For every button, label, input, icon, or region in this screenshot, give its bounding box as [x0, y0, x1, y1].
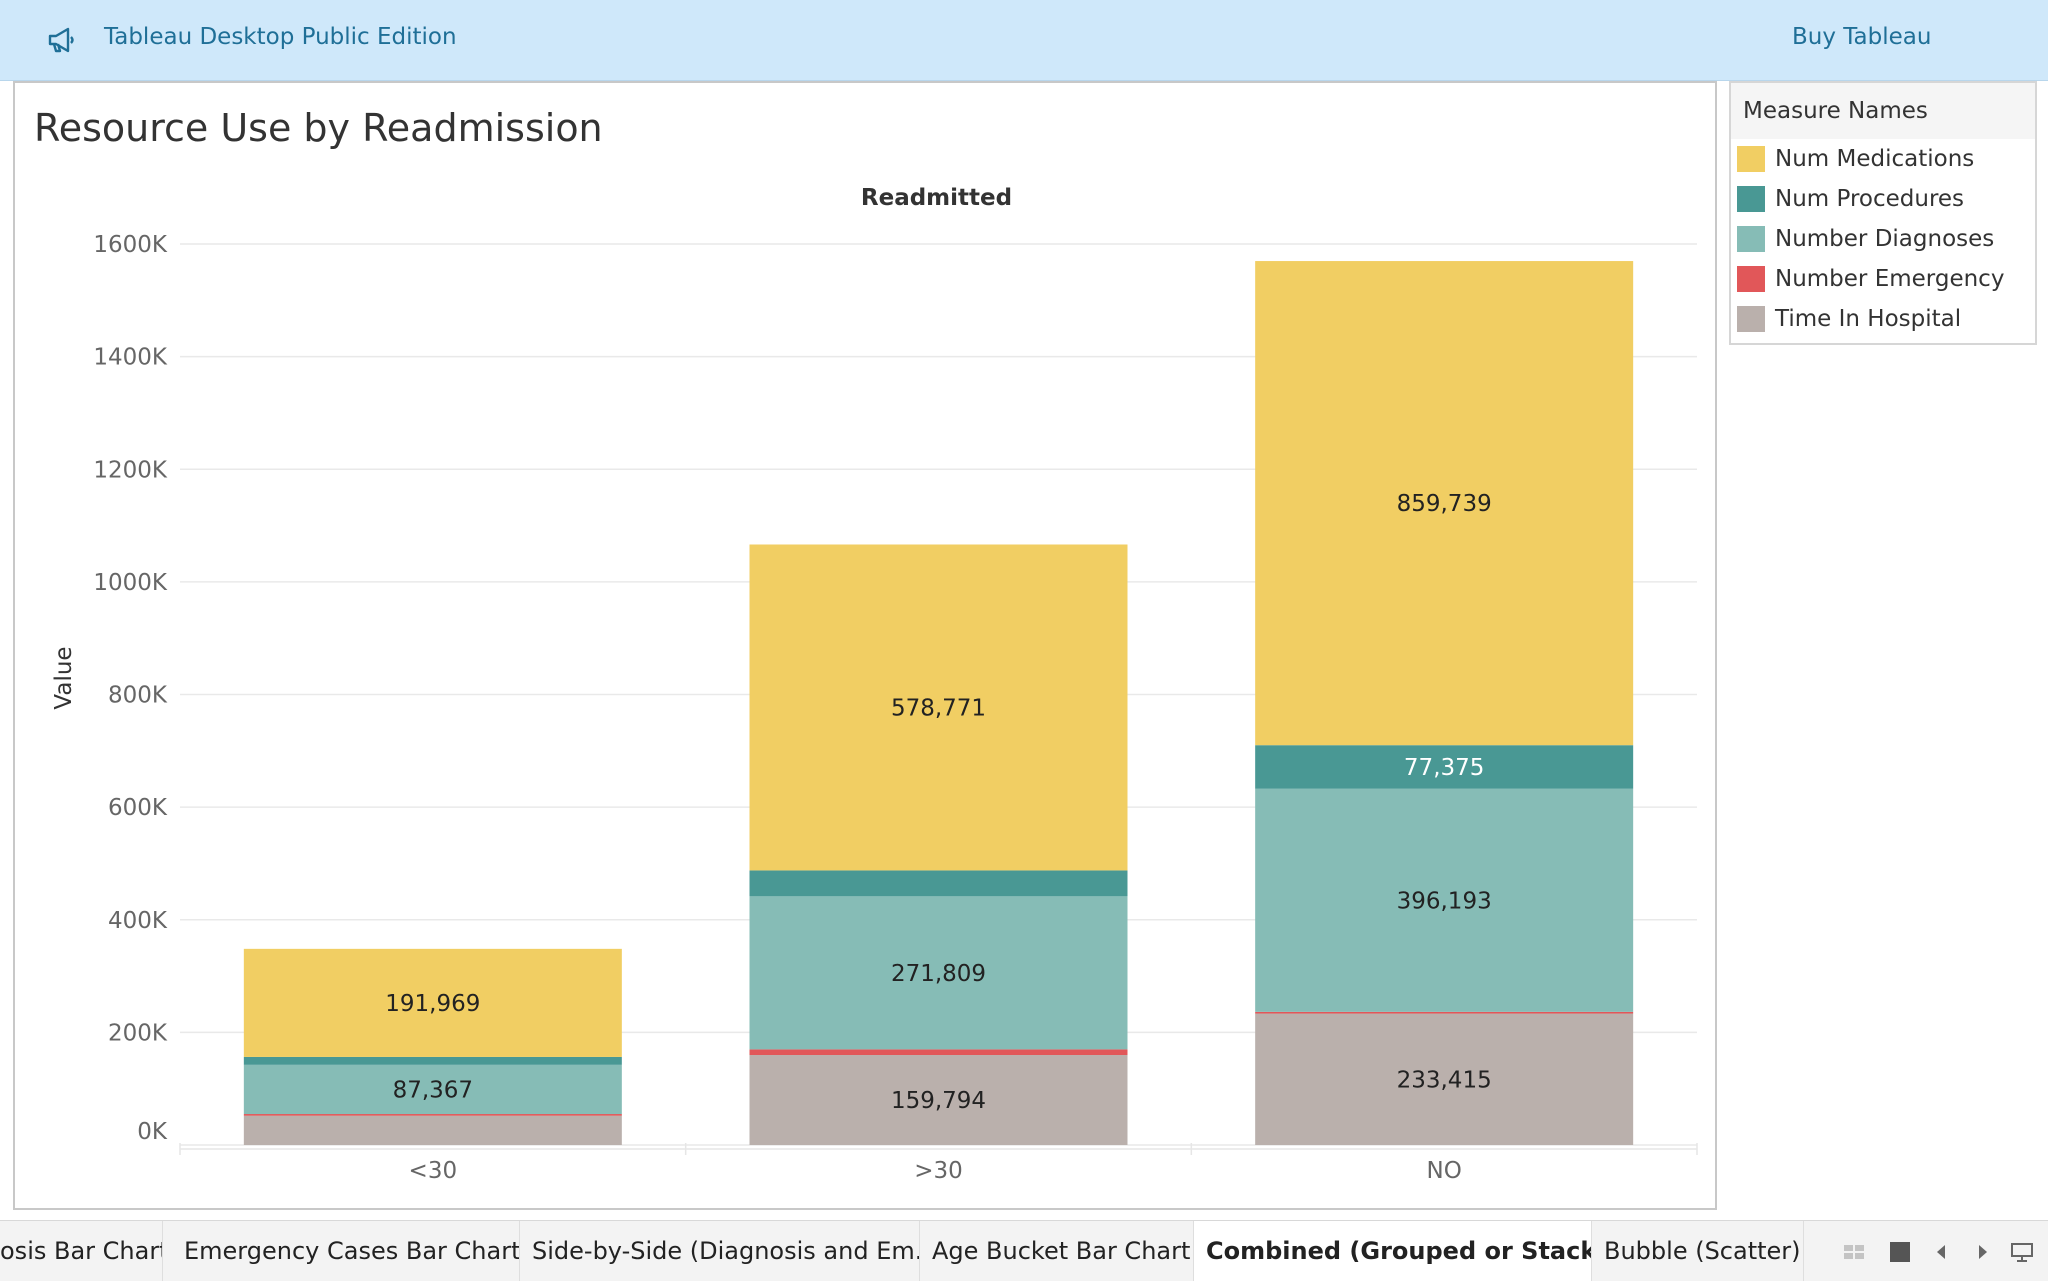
legend-label: Num Procedures — [1775, 186, 1965, 212]
tab-bubble-scatter[interactable]: Bubble (Scatter) C — [1592, 1221, 1804, 1281]
y-tick-label: 1000K — [93, 570, 168, 596]
data-label: 159,794 — [891, 1088, 986, 1114]
legend-swatch — [1737, 226, 1765, 252]
legend: Measure Names Num Medications Num Proced… — [1729, 81, 2037, 345]
y-tick-label: 400K — [108, 908, 168, 934]
bar-segment — [749, 896, 1128, 1050]
legend-label: Number Emergency — [1775, 266, 2005, 292]
legend-label: Time In Hospital — [1775, 306, 1962, 332]
bar-segment — [1255, 788, 1634, 1012]
legend-swatch — [1737, 146, 1765, 172]
legend-item-number-emergency[interactable]: Number Emergency — [1731, 259, 2035, 299]
data-label: 271,809 — [891, 961, 986, 987]
y-tick-label: 1200K — [93, 457, 168, 483]
data-label: 77,375 — [1404, 755, 1484, 781]
y-axis-label: Value — [51, 646, 77, 709]
megaphone-icon — [48, 27, 74, 53]
data-label: 191,969 — [385, 991, 480, 1017]
bar-segment — [243, 1114, 622, 1116]
tab-label: Emergency Cases Bar Chart — [184, 1237, 520, 1265]
chart-title: Resource Use by Readmission — [34, 106, 603, 150]
y-tick-label: 1600K — [93, 232, 168, 258]
y-tick-label: 1400K — [93, 345, 168, 371]
presentation-icon[interactable] — [2010, 1240, 2034, 1264]
bar-segment — [243, 1115, 622, 1145]
app-title: Tableau Desktop Public Edition — [104, 24, 457, 50]
data-label: 396,193 — [1397, 888, 1492, 914]
single-view-icon[interactable] — [1888, 1240, 1912, 1264]
buy-tableau-link[interactable]: Buy Tableau — [1792, 24, 1932, 50]
column-header: Readmitted — [861, 185, 1012, 211]
legend-title: Measure Names — [1731, 83, 2035, 139]
bar-segment — [749, 870, 1128, 897]
bar-segment — [1255, 1013, 1634, 1145]
tab-age-bucket-bar-chart[interactable]: Age Bucket Bar Chart — [920, 1221, 1194, 1281]
grid-view-icon[interactable] — [1842, 1240, 1866, 1264]
tab-side-by-side[interactable]: Side-by-Side (Diagnosis and Em... — [520, 1221, 920, 1281]
bar-segment — [749, 1049, 1128, 1056]
bar-segment — [1255, 745, 1634, 789]
tab-emergency-cases-bar-chart[interactable]: Emergency Cases Bar Chart — [172, 1221, 520, 1281]
legend-item-time-in-hospital[interactable]: Time In Hospital — [1731, 299, 2035, 339]
tab-label: Age Bucket Bar Chart — [932, 1237, 1191, 1265]
sheet-tab-bar: osis Bar Chart Emergency Cases Bar Chart… — [0, 1220, 2048, 1281]
data-label: 859,739 — [1397, 491, 1492, 517]
data-label: 87,367 — [393, 1077, 473, 1103]
x-tick-label: <30 — [409, 1158, 458, 1184]
y-tick-label: 200K — [108, 1020, 168, 1046]
y-tick-label: 800K — [108, 683, 168, 709]
bar-segment — [243, 1064, 622, 1115]
tab-diagnosis-bar-chart[interactable]: osis Bar Chart — [0, 1221, 163, 1281]
legend-label: Number Diagnoses — [1775, 226, 1995, 252]
y-tick-label: 0K — [137, 1119, 168, 1145]
data-label: 233,415 — [1397, 1067, 1492, 1093]
tab-label: Combined (Grouped or Stacke... — [1206, 1237, 1591, 1265]
tab-label: Side-by-Side (Diagnosis and Em... — [532, 1237, 920, 1265]
y-tick-label: 600K — [108, 795, 168, 821]
legend-item-num-medications[interactable]: Num Medications — [1731, 139, 2035, 179]
bar-segment — [1255, 1011, 1634, 1014]
legend-swatch — [1737, 306, 1765, 332]
next-sheet-icon[interactable] — [1970, 1240, 1994, 1264]
x-tick-label: >30 — [914, 1158, 963, 1184]
legend-item-num-procedures[interactable]: Num Procedures — [1731, 179, 2035, 219]
tab-combined[interactable]: Combined (Grouped or Stacke... — [1194, 1221, 1592, 1281]
bar-segment — [1255, 261, 1634, 746]
legend-swatch — [1737, 186, 1765, 212]
bar-segment — [243, 1056, 622, 1065]
data-label: 578,771 — [891, 695, 986, 721]
top-banner: Tableau Desktop Public Edition Buy Table… — [0, 0, 2048, 81]
legend-swatch — [1737, 266, 1765, 292]
bar-segment — [749, 1055, 1128, 1145]
legend-item-number-diagnoses[interactable]: Number Diagnoses — [1731, 219, 2035, 259]
tab-label: osis Bar Chart — [0, 1237, 163, 1265]
prev-sheet-icon[interactable] — [1930, 1240, 1954, 1264]
x-tick-label: NO — [1427, 1158, 1462, 1184]
bar-segment — [749, 544, 1128, 871]
tab-label: Bubble (Scatter) C — [1604, 1237, 1804, 1265]
bar-segment — [243, 948, 622, 1057]
legend-label: Num Medications — [1775, 146, 1975, 172]
